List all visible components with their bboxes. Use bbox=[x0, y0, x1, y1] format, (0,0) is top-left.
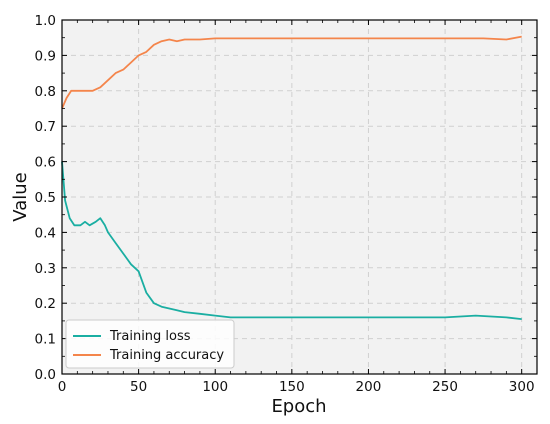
x-tick-label: 0 bbox=[58, 379, 67, 395]
y-tick-label: 0.8 bbox=[35, 84, 56, 100]
legend-label-training-accuracy: Training accuracy bbox=[109, 348, 224, 363]
y-tick-label: 0.0 bbox=[35, 367, 56, 383]
tick-labels: 0 50 100 150 200 250 300 0.0 0.1 0.2 0.3 0.4 0.5 0.6 0… bbox=[35, 13, 535, 395]
series-line-training-accuracy bbox=[61, 35, 522, 109]
legend-label-training-loss: Training loss bbox=[109, 329, 191, 344]
x-tick-label: 50 bbox=[130, 379, 147, 395]
series-layer bbox=[61, 35, 522, 320]
legend: Training loss Training accuracy bbox=[65, 319, 235, 369]
y-tick-label: 0.2 bbox=[35, 296, 56, 312]
y-tick-label: 0.1 bbox=[35, 332, 56, 348]
y-tick-label: 1.0 bbox=[35, 13, 56, 29]
x-axis-title: Epoch bbox=[271, 396, 326, 417]
x-tick-label: 200 bbox=[356, 379, 382, 395]
ticks bbox=[61, 19, 537, 375]
x-tick-label: 100 bbox=[202, 379, 228, 395]
series-line-training-loss bbox=[61, 161, 522, 320]
x-tick-label: 250 bbox=[432, 379, 458, 395]
y-tick-label: 0.7 bbox=[35, 119, 56, 135]
y-tick-label: 0.3 bbox=[35, 261, 56, 277]
x-tick-label: 300 bbox=[509, 379, 535, 395]
legend-box bbox=[65, 319, 235, 369]
x-tick-label: 150 bbox=[279, 379, 305, 395]
y-axis-title: Value bbox=[10, 172, 31, 221]
y-tick-label: 0.9 bbox=[35, 48, 56, 64]
y-tick-label: 0.4 bbox=[35, 225, 56, 241]
y-tick-label: 0.5 bbox=[35, 190, 56, 206]
y-tick-label: 0.6 bbox=[35, 155, 56, 171]
